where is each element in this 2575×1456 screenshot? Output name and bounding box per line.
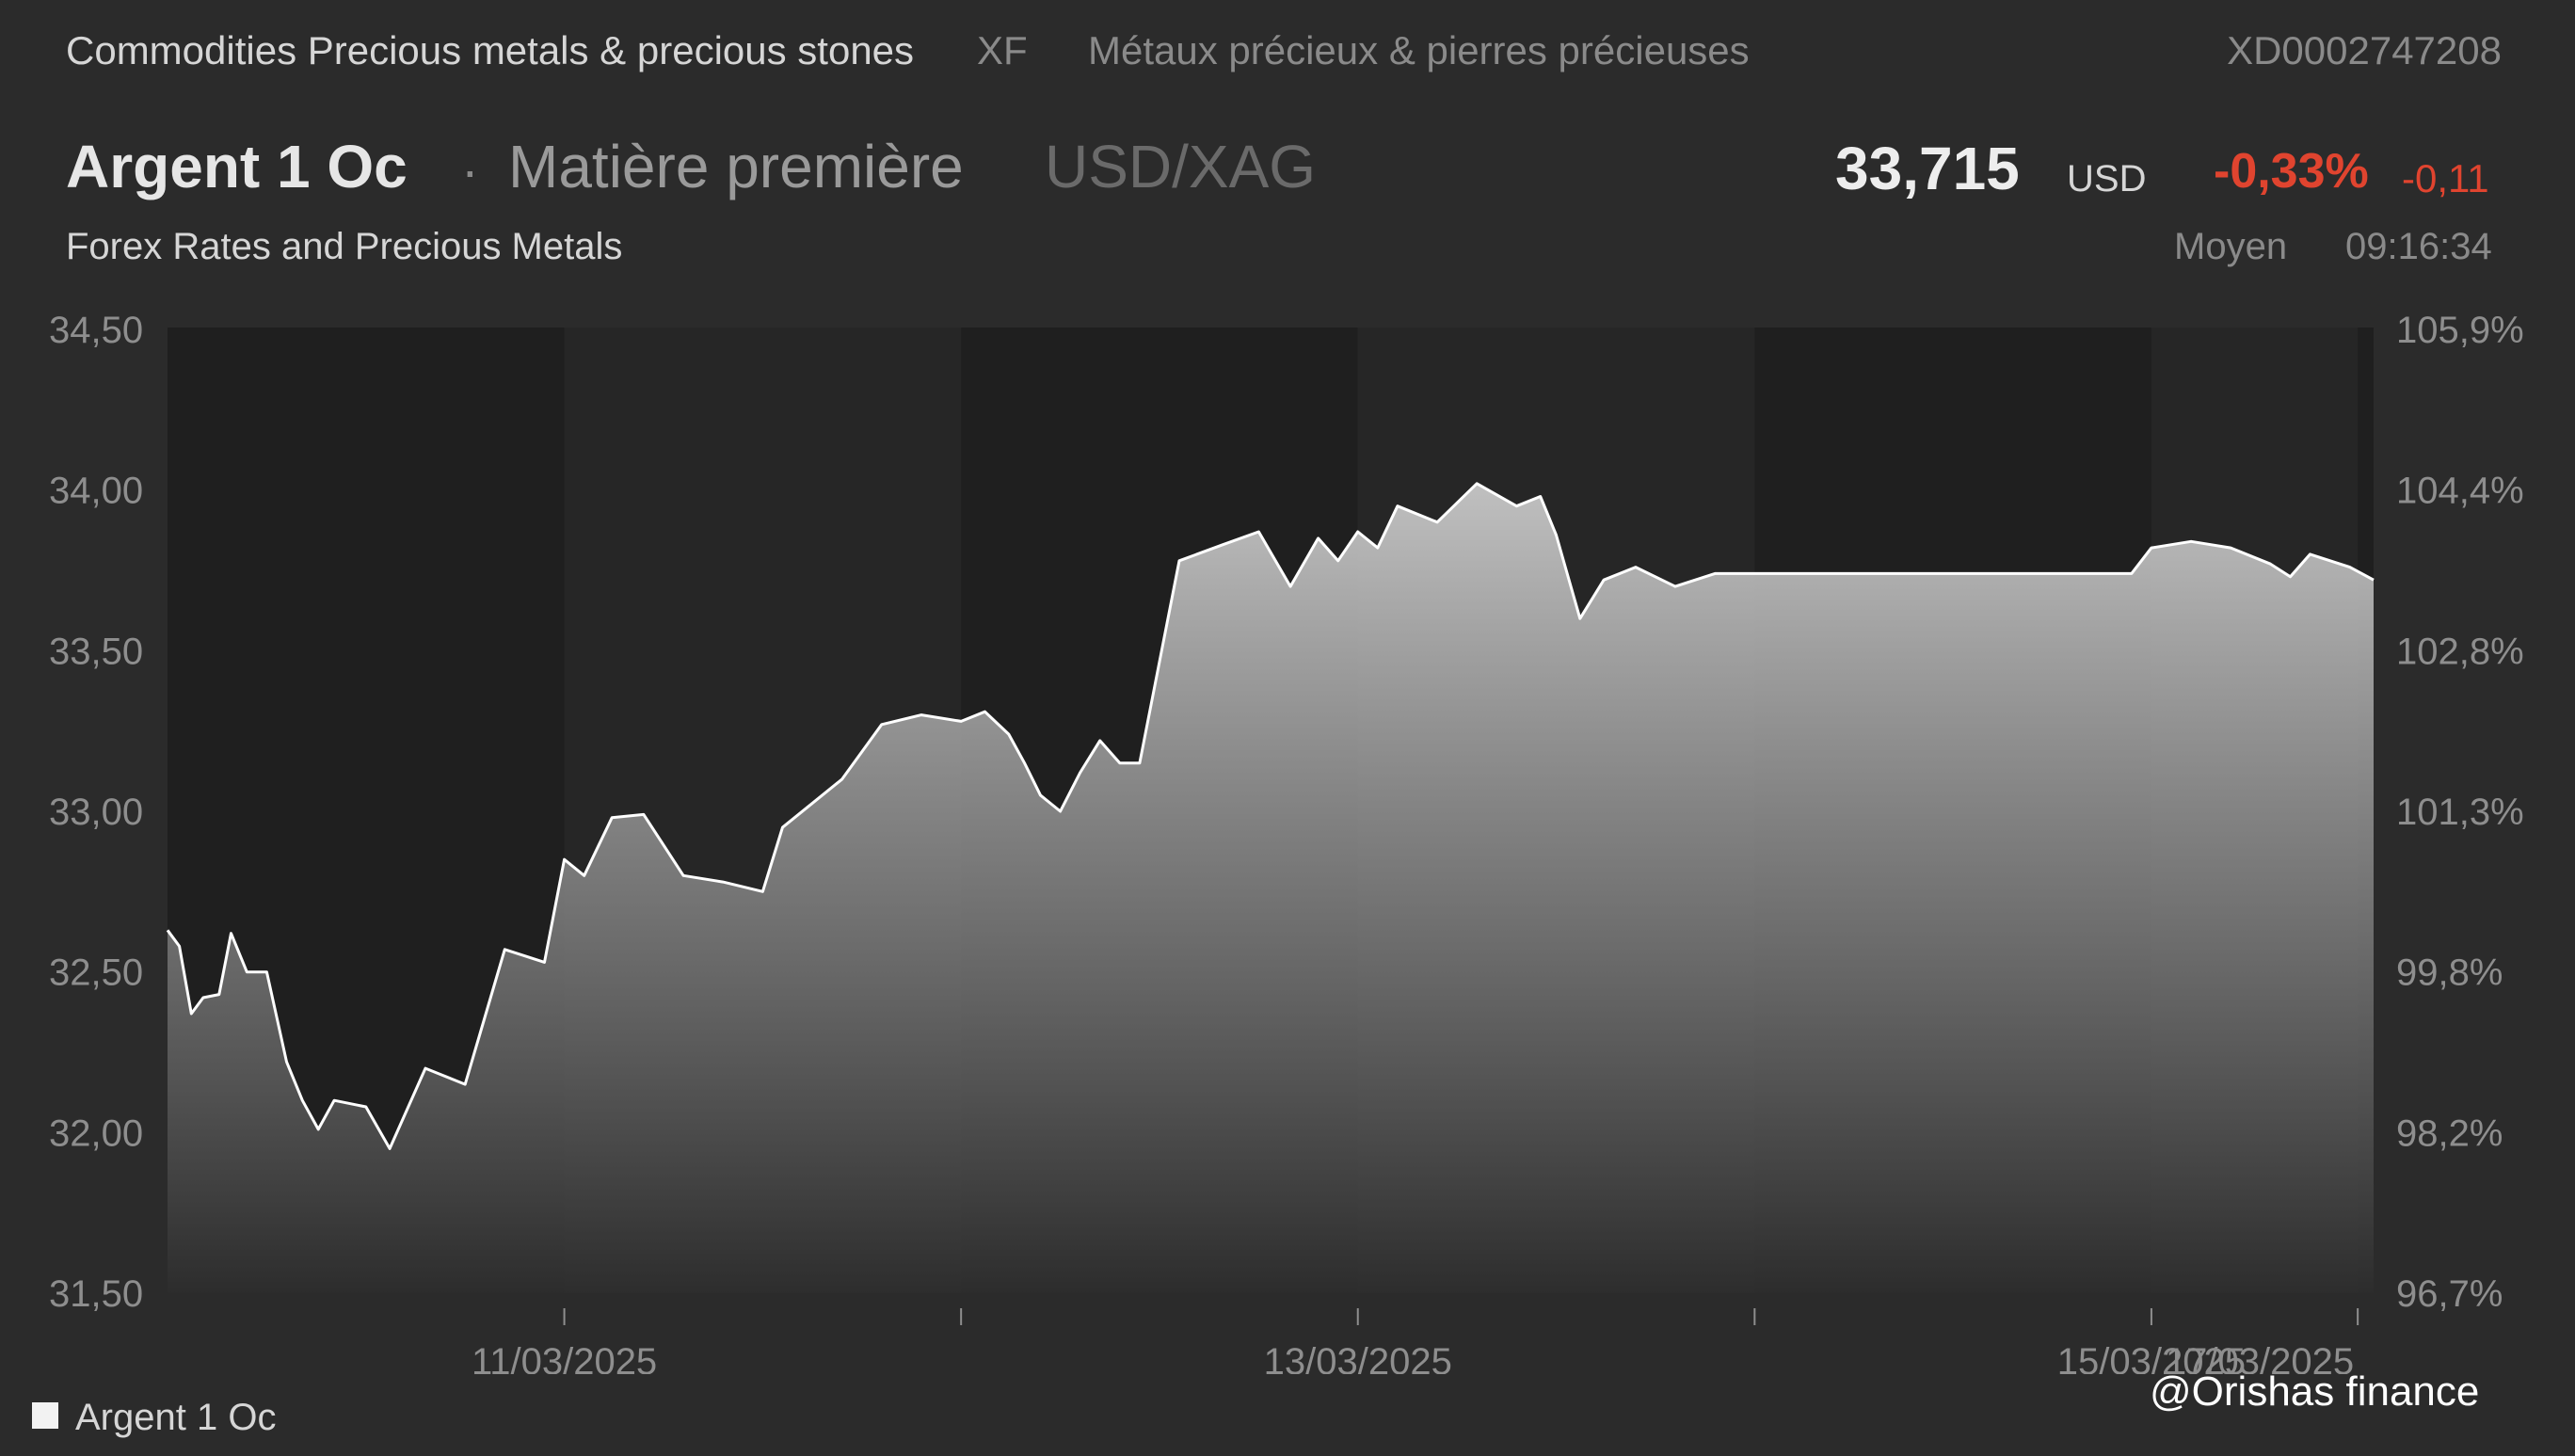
x-tick-label: 17/03/2025 — [2166, 1341, 2354, 1374]
x-tick-label: 11/03/2025 — [472, 1341, 657, 1374]
data-source: Forex Rates and Precious Metals — [66, 226, 623, 267]
isin-code: XD0002747208 — [2227, 28, 2502, 72]
y-tick-label-left: 34,00 — [49, 471, 143, 512]
legend-swatch — [32, 1402, 58, 1429]
y-tick-label-left: 33,50 — [49, 631, 143, 672]
y-tick-label-right: 105,9% — [2396, 310, 2524, 351]
y-tick-label-right: 104,4% — [2396, 471, 2524, 512]
watermark: @Orishas finance — [2150, 1368, 2480, 1415]
x-tick-label: 13/03/2025 — [1264, 1341, 1452, 1374]
y-tick-label-left: 32,00 — [49, 1112, 143, 1154]
exchange-code: XF — [977, 28, 1028, 72]
y-tick-label-left: 31,50 — [49, 1273, 143, 1315]
y-tick-label-right: 99,8% — [2396, 952, 2503, 994]
y-axis-right: 105,9% 104,4% 102,8% 101,3% 99,8% 98,2% 96,7% — [2396, 310, 2524, 1315]
y-tick-label-right: 96,7% — [2396, 1273, 2503, 1315]
change-absolute: -0,11 — [2402, 156, 2489, 200]
x-tick-label: 15/03/2025 — [2057, 1341, 2246, 1374]
quote-time: 09:16:34 — [2345, 226, 2492, 267]
category-label[interactable]: Commodities Precious metals & precious s… — [66, 28, 915, 72]
change-percent: -0,33% — [2214, 144, 2369, 199]
last-price: 33,715 — [1835, 135, 2020, 202]
instrument-header-bar: Commodities Precious metals & precious s… — [0, 0, 2575, 113]
instrument-type: Matière première — [508, 133, 964, 200]
instrument-name: Argent 1 Oc — [66, 133, 408, 200]
category-label-fr[interactable]: Métaux précieux & pierres précieuses — [1088, 28, 1750, 72]
y-tick-label-left: 33,00 — [49, 792, 143, 833]
y-tick-label-right: 101,3% — [2396, 792, 2524, 833]
price-line — [166, 482, 2375, 1150]
y-tick-label-left: 34,50 — [49, 310, 143, 351]
y-tick-label-left: 32,50 — [49, 952, 143, 994]
price-type: Moyen — [2174, 226, 2288, 267]
area-layer — [166, 482, 2375, 1293]
price-currency: USD — [2067, 158, 2147, 200]
price-area — [168, 483, 2374, 1293]
legend-label: Argent 1 Oc — [75, 1397, 277, 1438]
price-chart[interactable]: 34,50 34,00 33,50 33,00 32,50 32,00 31,50 105,… — [0, 301, 2575, 1374]
y-tick-label-right: 102,8% — [2396, 631, 2524, 672]
currency-pair: USD/XAG — [1045, 133, 1317, 200]
y-axis-left: 34,50 34,00 33,50 33,00 32,50 32,00 31,50 — [49, 310, 143, 1315]
title-separator: · — [461, 140, 479, 200]
y-tick-label-right: 98,2% — [2396, 1112, 2503, 1154]
